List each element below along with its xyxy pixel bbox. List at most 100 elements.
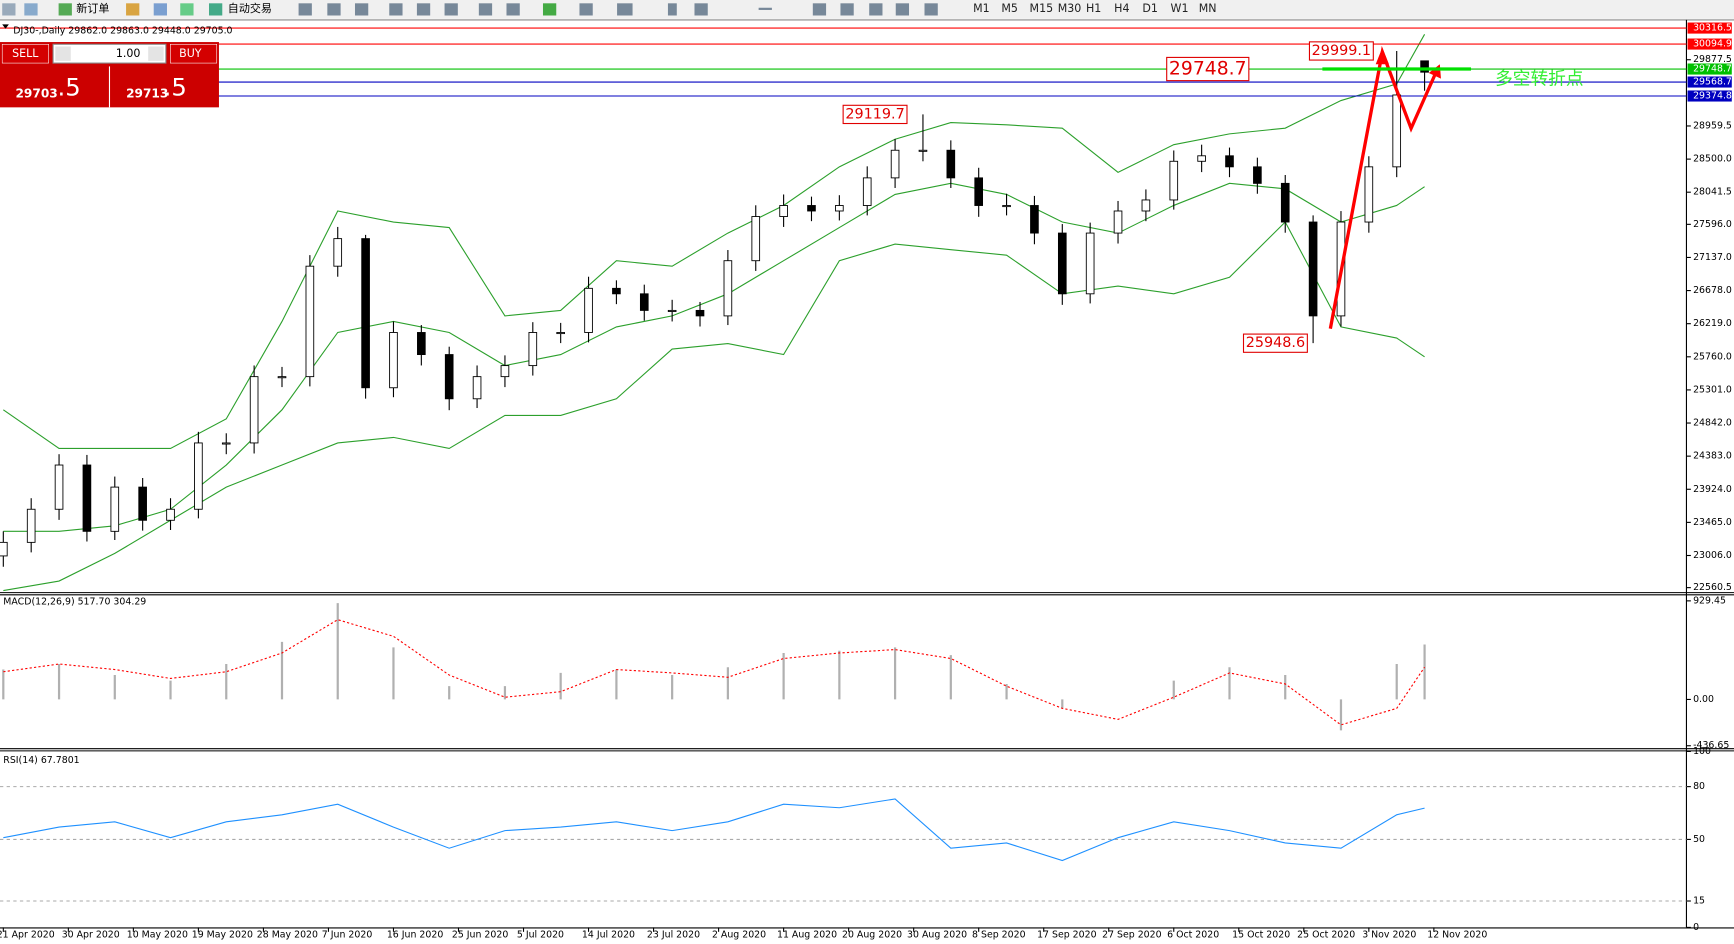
- icon[interactable]: [667, 3, 677, 16]
- timeframe[interactable]: M30: [1058, 2, 1082, 15]
- sell-label[interactable]: SELL: [12, 47, 39, 60]
- rsi-title: RSI(14) 67.7801: [3, 755, 79, 766]
- x-tick-label: 17 Sep 2020: [1037, 930, 1097, 941]
- timeframe[interactable]: M1: [973, 2, 990, 15]
- rsi-pane: [0, 786, 1687, 902]
- x-tick-label: 23 Jul 2020: [647, 930, 700, 941]
- x-tick-label: 21 Apr 2020: [0, 930, 55, 941]
- icon[interactable]: [694, 3, 708, 16]
- icon[interactable]: [180, 3, 194, 16]
- candle-body: [1392, 94, 1402, 168]
- icon[interactable]: [126, 3, 140, 16]
- timeframe[interactable]: MN: [1199, 2, 1217, 15]
- lots-value[interactable]: 1.00: [116, 47, 141, 60]
- timeframe[interactable]: M15: [1030, 2, 1054, 15]
- icon[interactable]: [812, 3, 827, 16]
- timeframes: M1 M5 M15 M30 H1 H4 D1 W1 MN: [973, 2, 1216, 15]
- sell-price-frac[interactable]: .5: [58, 73, 81, 102]
- candle-body: [1225, 155, 1234, 168]
- icon[interactable]: [2, 3, 16, 16]
- icon[interactable]: [924, 3, 938, 16]
- candle-body: [249, 376, 259, 444]
- candle-body: [751, 216, 761, 262]
- y-tick-label: 25760.0: [1693, 351, 1732, 362]
- price-tag: [1687, 63, 1732, 75]
- y-tick-label: 100: [1693, 746, 1711, 757]
- buy-label[interactable]: BUY: [179, 47, 202, 60]
- candle-body: [974, 177, 984, 206]
- price-tag: [1687, 22, 1732, 34]
- icon[interactable]: [617, 3, 633, 16]
- x-tick-label: 5 Jul 2020: [517, 930, 564, 941]
- x-tick-label: 27 Sep 2020: [1102, 930, 1162, 941]
- timeframe[interactable]: H1: [1086, 2, 1101, 15]
- timeframe[interactable]: M5: [1001, 2, 1018, 15]
- candle-body: [1113, 210, 1123, 234]
- icon[interactable]: [58, 3, 72, 16]
- x-tick-label: 30 Apr 2020: [62, 930, 120, 941]
- rsi-line: [3, 798, 1425, 862]
- timeframe[interactable]: D1: [1142, 2, 1158, 15]
- candle-body: [26, 508, 36, 543]
- x-tick-label: 15 Oct 2020: [1232, 930, 1290, 941]
- trade-panel: SELL 1.00 BUY 29703 .5 29713 .5: [0, 42, 219, 108]
- candle-body: [417, 332, 426, 356]
- y-tick-label: 0.00: [1693, 694, 1714, 705]
- candle-body: [54, 464, 64, 510]
- chart-title: DJ30-,Daily 29862.0 29863.0 29448.0 2970…: [13, 25, 232, 36]
- candle-body: [0, 541, 8, 557]
- timeframe[interactable]: W1: [1171, 2, 1189, 15]
- sell-price[interactable]: 29703: [15, 87, 57, 101]
- icon[interactable]: [444, 3, 458, 16]
- icon[interactable]: [869, 3, 883, 16]
- candle-body: [333, 238, 343, 267]
- icon[interactable]: [895, 3, 910, 16]
- auto-trading[interactable]: 自动交易: [228, 1, 272, 15]
- macd-signal: [3, 619, 1426, 726]
- y-tick-label: -436.65: [1693, 740, 1729, 751]
- axes: 22560.5 23006.0 23465.0 23924.0 24383.0 24842…: [0, 22, 1732, 941]
- candle-body: [500, 365, 510, 378]
- x-tick-label: 12 Nov 2020: [1427, 930, 1487, 941]
- x-tick-label: 10 May 2020: [127, 930, 188, 941]
- toolbar-bg: [0, 0, 1734, 19]
- icon[interactable]: [209, 3, 223, 16]
- candle-body: [1085, 232, 1095, 295]
- spin-down[interactable]: [55, 46, 71, 61]
- candle-body: [444, 354, 454, 400]
- icon[interactable]: [24, 3, 38, 16]
- x-tick-label: 7 Jun 2020: [322, 930, 373, 941]
- icon[interactable]: [758, 7, 772, 10]
- buy-price-frac[interactable]: .5: [164, 73, 187, 102]
- icon[interactable]: [354, 3, 369, 16]
- icon[interactable]: [327, 3, 341, 16]
- icon[interactable]: [153, 3, 167, 16]
- candle-body: [221, 442, 231, 445]
- new-order[interactable]: 新订单: [76, 1, 109, 15]
- icon[interactable]: [478, 3, 493, 16]
- timeframe[interactable]: H4: [1114, 2, 1129, 15]
- lots-input[interactable]: [52, 43, 167, 64]
- candle-body: [528, 332, 538, 367]
- icon[interactable]: [506, 3, 520, 16]
- icon[interactable]: [579, 3, 593, 16]
- annotation-box: [1166, 56, 1250, 82]
- price-tag-label: 29748.7: [1693, 64, 1732, 75]
- candle-body: [1169, 160, 1179, 201]
- sell-button[interactable]: [1, 43, 49, 64]
- icon[interactable]: [389, 3, 403, 16]
- icon[interactable]: [840, 3, 854, 16]
- candle-body: [723, 260, 733, 317]
- icon[interactable]: [416, 3, 431, 16]
- buy-button[interactable]: [170, 43, 218, 64]
- spin-up[interactable]: [148, 46, 164, 61]
- icon[interactable]: [542, 3, 557, 16]
- icon[interactable]: [298, 3, 312, 16]
- candle-body: [389, 332, 398, 389]
- toolbar: 新订单 自动交易 M1 M5 M15 M30 H1 H4 D1 W1 MN: [0, 0, 1734, 19]
- candle-body: [835, 205, 844, 212]
- buy-price[interactable]: 29713: [126, 87, 168, 101]
- menu-arrow[interactable]: [2, 24, 9, 29]
